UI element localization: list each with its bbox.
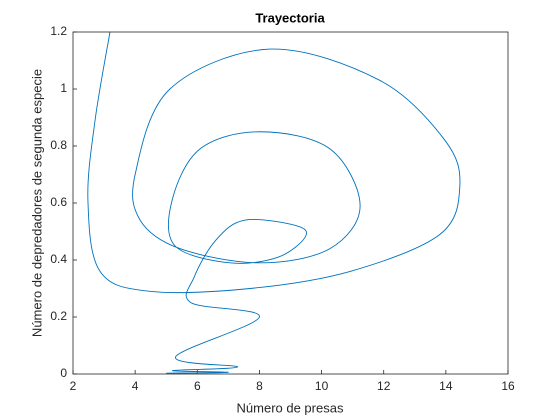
axes-box [72, 31, 509, 375]
x-tick-label: 4 [132, 379, 139, 393]
x-tick-label: 10 [315, 379, 329, 393]
x-tick-label: 16 [501, 379, 515, 393]
x-tick-label: 2 [70, 379, 77, 393]
x-tick-label: 6 [194, 379, 201, 393]
x-axis-label: Número de presas [237, 400, 344, 415]
y-tick-label: 0.6 [50, 195, 67, 209]
x-tick-label: 12 [377, 379, 391, 393]
y-tick-label: 1 [60, 81, 67, 95]
y-tick-label: 1.2 [50, 24, 67, 38]
plot-area [73, 32, 508, 374]
y-tick-label: 0.4 [50, 252, 67, 266]
x-tick-label: 14 [439, 379, 453, 393]
trajectory-line [87, 31, 461, 374]
chart-title: Trayectoria [255, 10, 325, 25]
x-tick-label: 8 [256, 379, 263, 393]
y-axis-label: Número de depredadores de segunda especi… [29, 69, 44, 337]
y-tick-label: 0.2 [50, 309, 67, 323]
y-tick-label: 0.8 [50, 138, 67, 152]
ticks: 2 4 6 8 10 12 14 16 0 0.2 0.4 0.6 0.8 1 1.2 [50, 24, 515, 393]
y-tick-label: 0 [60, 366, 67, 380]
lines [87, 31, 461, 374]
